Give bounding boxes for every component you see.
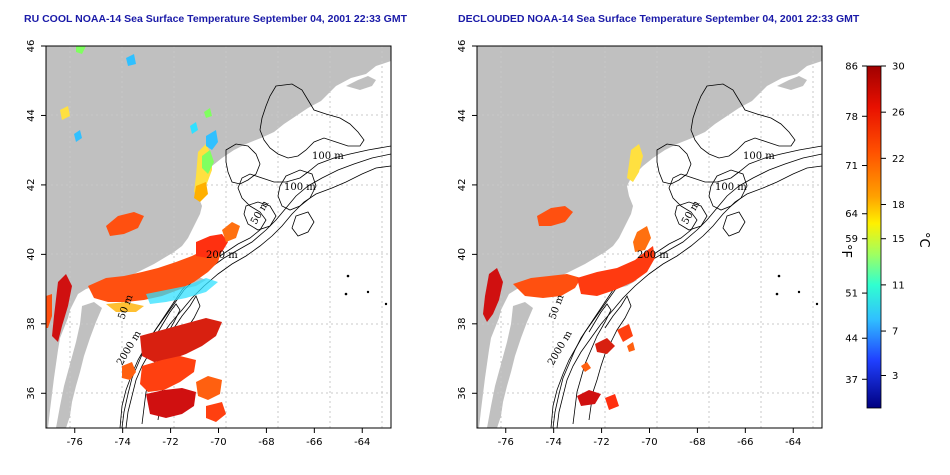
x-tick-label: -74 — [114, 437, 130, 448]
contour-label-100m-a-right: 100 m — [743, 151, 775, 162]
celsius-tick-label: 22 — [892, 154, 905, 165]
contour-label-100m-a: 100 m — [312, 151, 344, 162]
temperature-colorbar: 86 78 71 64 59 51 44 37 30 26 22 18 15 11 7 3 °F °C — [838, 62, 931, 409]
y-tick-label: 42 — [457, 179, 468, 192]
colorbar-gradient — [866, 65, 882, 409]
contour-label-100m-b-right: 100 m — [715, 182, 747, 193]
y-tick-label: 42 — [26, 179, 37, 192]
x-tick-label: -70 — [641, 437, 657, 448]
fahrenheit-tick-label: 86 — [845, 62, 858, 73]
celsius-tick-label: 30 — [892, 62, 905, 73]
left-y-axis: 46 44 42 40 38 36 — [26, 40, 46, 400]
y-tick-label: 44 — [457, 109, 468, 122]
celsius-tick-label: 18 — [892, 200, 905, 211]
x-tick-label: -74 — [545, 437, 561, 448]
left-sst-map — [45, 45, 392, 429]
fahrenheit-tick-label: 44 — [845, 334, 858, 345]
fahrenheit-tick-label: 51 — [845, 289, 858, 300]
x-tick-label: -64 — [354, 437, 370, 448]
celsius-tick-label: 26 — [892, 108, 905, 119]
celsius-tick-label: 15 — [892, 234, 905, 245]
fahrenheit-tick-label: 78 — [845, 112, 858, 123]
celsius-tick-label: 3 — [892, 371, 898, 382]
x-tick-label: -70 — [210, 437, 226, 448]
y-tick-label: 38 — [26, 317, 37, 330]
celsius-tick-label: 7 — [892, 327, 898, 338]
x-tick-label: -72 — [593, 437, 609, 448]
x-tick-label: -66 — [306, 437, 322, 448]
right-sst-map — [476, 45, 823, 429]
x-tick-label: -76 — [67, 437, 83, 448]
celsius-unit-label: °C — [916, 232, 931, 248]
x-tick-label: -64 — [785, 437, 801, 448]
contour-label-200m-right: 200 m — [637, 250, 669, 261]
colorbar-celsius-scale: 30 26 22 18 15 11 7 3 — [881, 62, 905, 382]
right-x-axis: -76 -74 -72 -70 -68 -66 -64 — [498, 428, 801, 448]
x-tick-label: -76 — [498, 437, 514, 448]
fahrenheit-unit-label: °F — [838, 244, 853, 258]
x-tick-label: -68 — [689, 437, 705, 448]
y-tick-label: 40 — [457, 248, 468, 261]
y-tick-label: 36 — [457, 387, 468, 400]
left-x-axis: -76 -74 -72 -70 -68 -66 -64 — [67, 428, 370, 448]
fahrenheit-tick-label: 59 — [845, 234, 858, 245]
y-tick-label: 46 — [457, 40, 468, 53]
x-tick-label: -72 — [162, 437, 178, 448]
fahrenheit-tick-label: 64 — [845, 209, 858, 220]
left-map-title: RU COOL NOAA-14 Sea Surface Temperature … — [24, 13, 408, 25]
y-tick-label: 46 — [26, 40, 37, 53]
celsius-tick-label: 11 — [892, 280, 905, 291]
y-tick-label: 40 — [26, 248, 37, 261]
y-tick-label: 36 — [26, 387, 37, 400]
contour-label-200m: 200 m — [206, 250, 238, 261]
right-sst-overlay — [483, 144, 655, 410]
left-sst-overlay — [46, 46, 240, 422]
y-tick-label: 38 — [457, 317, 468, 330]
y-tick-label: 44 — [26, 109, 37, 122]
x-tick-label: -68 — [258, 437, 274, 448]
right-y-axis: 46 44 42 40 38 36 — [457, 40, 477, 400]
colorbar-fahrenheit-scale: 86 78 71 64 59 51 44 37 — [845, 62, 867, 386]
right-map-title: DECLOUDED NOAA-14 Sea Surface Temperatur… — [458, 13, 860, 25]
x-tick-label: -66 — [737, 437, 753, 448]
fahrenheit-tick-label: 71 — [845, 161, 858, 172]
contour-label-100m-b: 100 m — [284, 182, 316, 193]
fahrenheit-tick-label: 37 — [845, 375, 858, 386]
